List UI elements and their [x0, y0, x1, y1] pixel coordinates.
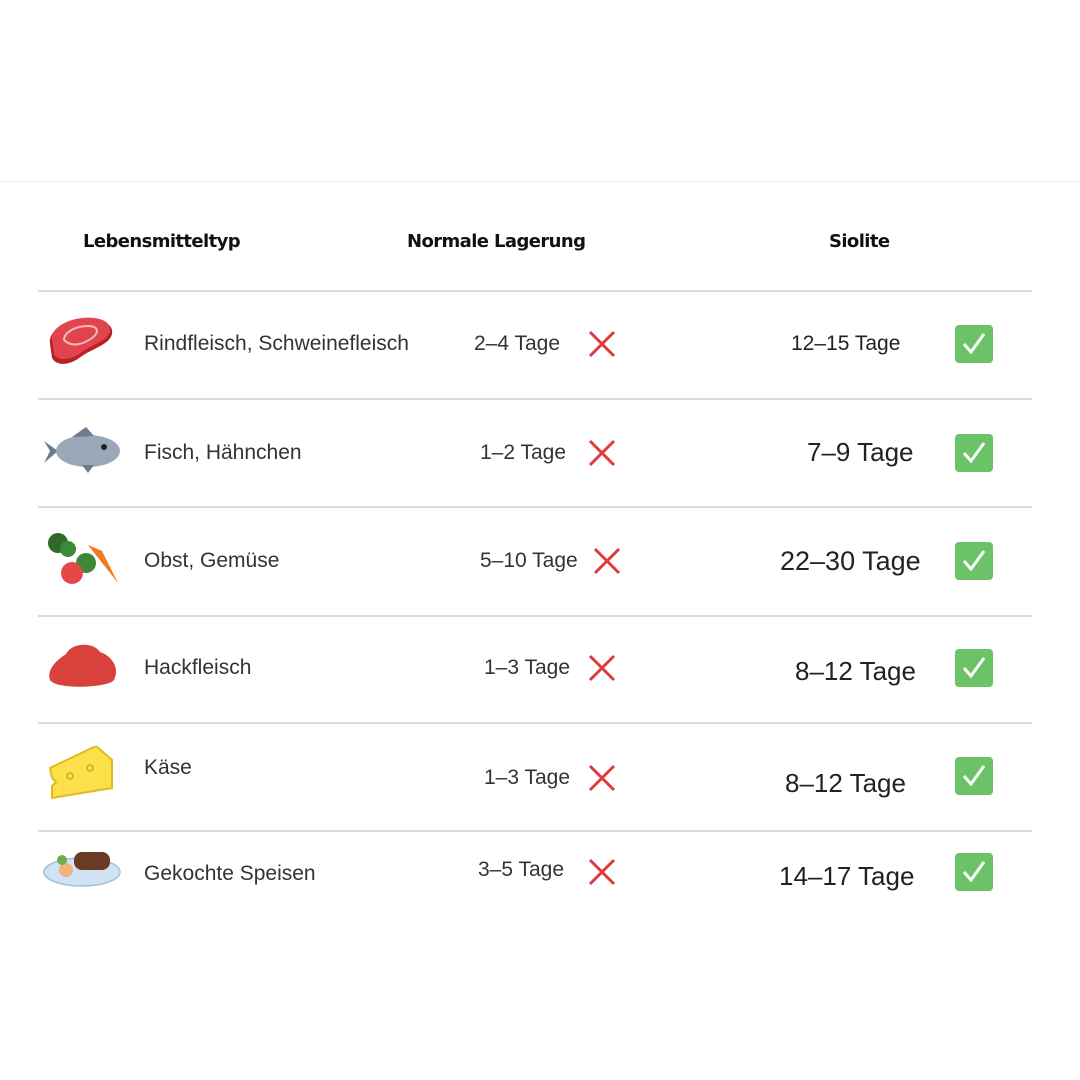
table-row: Käse 1–3 Tage 8–12 Tage	[0, 746, 1080, 806]
check-icon	[955, 325, 993, 363]
cross-icon	[588, 439, 616, 467]
divider	[38, 506, 1032, 508]
normal-storage: 5–10 Tage	[480, 549, 578, 572]
minced-meat-icon	[49, 644, 117, 687]
food-name: Rindfleisch, Schweinefleisch	[144, 332, 409, 355]
normal-storage: 1–3 Tage	[484, 656, 571, 679]
table-row: Fisch, Hähnchen 1–2 Tage 7–9 Tage	[0, 423, 1080, 483]
check-icon	[955, 434, 993, 472]
table-row: Hackfleisch 1–3 Tage 8–12 Tage	[0, 638, 1080, 698]
table-row: Rindfleisch, Schweinefleisch 2–4 Tage 12…	[0, 314, 1080, 374]
cross-icon	[593, 547, 621, 575]
food-name: Käse	[144, 756, 192, 779]
cross-icon	[588, 654, 616, 682]
cross-icon	[588, 858, 616, 886]
siolite-storage: 8–12 Tage	[795, 656, 916, 686]
divider	[38, 290, 1032, 292]
food-name: Obst, Gemüse	[144, 549, 280, 572]
normal-storage: 1–3 Tage	[484, 766, 571, 789]
food-name: Gekochte Speisen	[144, 862, 316, 885]
header-normal-storage: Normale Lagerung	[407, 231, 586, 252]
divider	[38, 830, 1032, 832]
header-food-type: Lebensmitteltyp	[83, 231, 241, 252]
cross-icon	[588, 764, 616, 792]
food-name: Hackfleisch	[144, 656, 252, 679]
normal-storage: 3–5 Tage	[478, 858, 565, 881]
cross-icon	[588, 330, 616, 358]
divider	[38, 615, 1032, 617]
check-icon	[955, 649, 993, 687]
table-row: Obst, Gemüse 5–10 Tage 22–30 Tage	[0, 531, 1080, 591]
divider	[38, 398, 1032, 400]
siolite-storage: 7–9 Tage	[807, 437, 914, 467]
siolite-storage: 8–12 Tage	[785, 768, 906, 798]
divider	[38, 722, 1032, 724]
check-icon	[955, 757, 993, 795]
header-siolite: Siolite	[829, 231, 890, 252]
siolite-storage: 14–17 Tage	[779, 861, 915, 891]
steak-icon	[49, 317, 113, 364]
siolite-storage: 12–15 Tage	[791, 332, 901, 355]
check-icon	[955, 542, 993, 580]
check-icon	[955, 853, 993, 891]
comparison-table	[0, 181, 1080, 900]
fish-icon	[44, 427, 120, 473]
food-name: Fisch, Hähnchen	[144, 441, 302, 464]
normal-storage: 2–4 Tage	[474, 332, 561, 355]
cooked-meal-icon	[43, 852, 121, 887]
table-row: Gekochte Speisen 3–5 Tage 14–17 Tage	[0, 842, 1080, 902]
cheese-icon	[48, 746, 113, 800]
siolite-storage: 22–30 Tage	[780, 546, 921, 576]
vegetables-icon	[48, 533, 118, 584]
normal-storage: 1–2 Tage	[480, 441, 567, 464]
